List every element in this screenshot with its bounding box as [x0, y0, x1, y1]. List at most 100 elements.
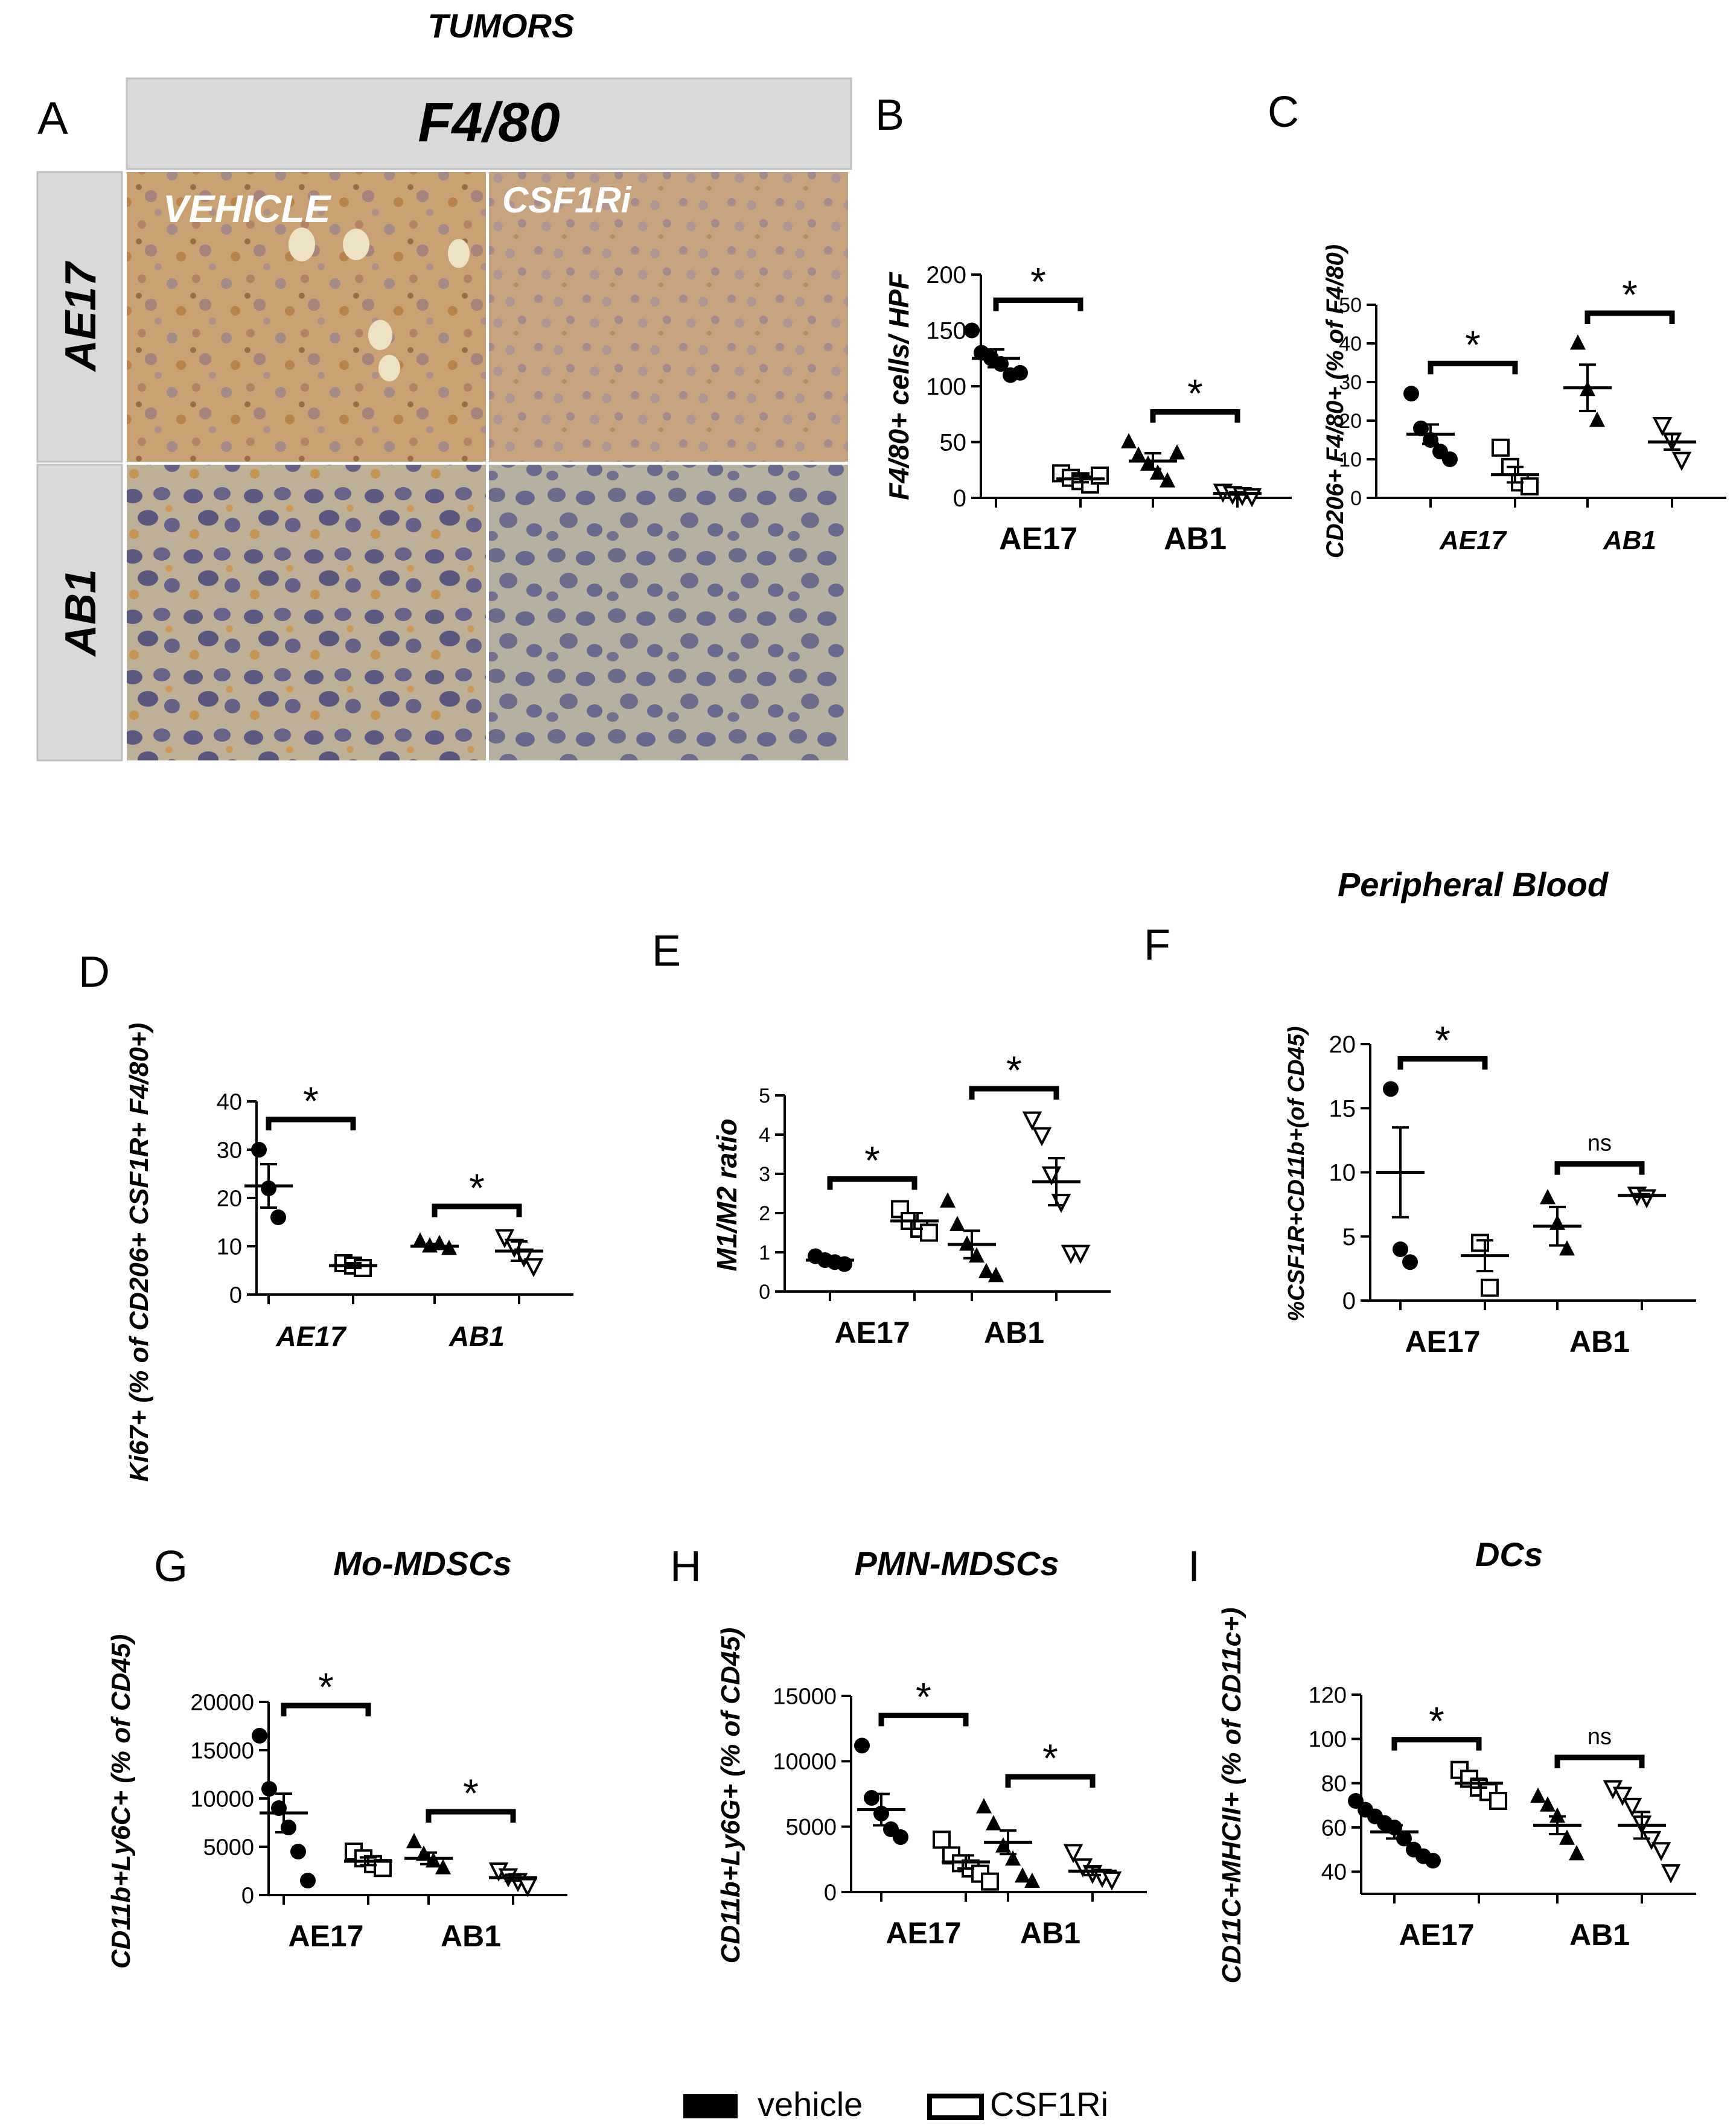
legend-vehicle-swatch: [683, 2094, 738, 2118]
chart-e-data-point: [1022, 1111, 1042, 1131]
chart-e-x-category-label: AB1: [984, 1316, 1044, 1349]
chart-panel-d: D 0 10 20 30 40 AE17 AB1 Ki67+ (% of CD206+ CSF1…: [78, 948, 573, 1482]
chart-g-data-point: [517, 1878, 538, 1897]
chart-i-y-tick-label: 120: [1309, 1683, 1347, 1708]
ihc-image-ae17-csf1ri: [489, 172, 848, 462]
chart-c-x-category-label: AB1: [1603, 526, 1656, 555]
chart-i-y-label: CD11C+MHCII+ (% of CD11c+): [1217, 1607, 1246, 1983]
chart-c-group-ae17-csf1ri: [1491, 438, 1539, 495]
panel-h-letter: H: [670, 1543, 701, 1591]
chart-d-significance-bracket: [432, 1203, 522, 1217]
chart-g-significance-label: *: [463, 1771, 479, 1815]
chart-c-y-tick-label: 30: [1339, 371, 1362, 394]
legend: vehicle CSF1Ri: [683, 2085, 1108, 2123]
chart-f-y-tick-label: 10: [1329, 1160, 1356, 1187]
chart-i-y-tick-label: 100: [1309, 1727, 1347, 1753]
chart-f-significance-label: ns: [1588, 1131, 1612, 1156]
chart-c-data-point: [1652, 417, 1673, 436]
chart-g-group-ae17-csf1ri: [344, 1843, 392, 1878]
chart-e-data-point: [988, 1267, 1004, 1282]
chart-i-data-point: [1661, 1864, 1681, 1884]
chart-b-y-tick-label: 100: [926, 374, 966, 400]
chart-c-data-point: [1589, 412, 1605, 427]
chart-i-significance-label: *: [1429, 1699, 1444, 1744]
chart-e-x-category-label: AE17: [834, 1316, 910, 1349]
chart-e-y-tick-label: 1: [759, 1241, 770, 1264]
chart-g-y-label: CD11b+Ly6C+ (% of CD45): [106, 1634, 136, 1969]
chart-e-data-point: [949, 1215, 965, 1231]
chart-i-x-category-label: AE17: [1399, 1918, 1474, 1952]
chart-i-data-point: [1396, 1830, 1412, 1847]
chart-h-data-point: [1015, 1867, 1030, 1883]
chart-panel-h: H PMN-MDSCs 0 5000 10000 15000 AE17 AB1 CD11b+Ly…: [670, 1543, 1147, 1963]
chart-c-significance-bracket: [1428, 360, 1518, 375]
chart-h-data-point: [893, 1829, 908, 1845]
chart-h-group-ae17-csf1ri: [933, 1830, 999, 1891]
chart-f-significance-label: *: [1435, 1018, 1450, 1062]
chart-h-data-point: [1024, 1872, 1040, 1888]
chart-b-y-tick-label: 0: [953, 485, 966, 512]
ihc-image-ae17-vehicle: [127, 172, 486, 462]
chart-e-y-label: M1/M2 ratio: [711, 1118, 742, 1271]
chart-d-y-tick-label: 20: [217, 1186, 242, 1211]
chart-c-data-point: [1570, 334, 1586, 350]
chart-h-title: PMN-MDSCs: [854, 1544, 1059, 1582]
chart-d-x-category-label: AB1: [448, 1320, 505, 1352]
chart-b-significance-bracket: [1150, 409, 1240, 423]
chart-i-y-tick-label: 40: [1321, 1860, 1347, 1885]
chart-g-significance-bracket: [281, 1703, 371, 1716]
chart-i-data-point: [1425, 1853, 1441, 1868]
chart-h-data-point: [933, 1830, 951, 1849]
panel-a-header-bar: [126, 77, 852, 170]
chart-d-data-point: [251, 1142, 267, 1158]
chart-h-significance-bracket: [1005, 1774, 1096, 1788]
ihc-ae17-vehicle-vacuoles: [289, 228, 470, 381]
chart-h-y-tick-label: 5000: [785, 1815, 837, 1840]
chart-g-y-tick-label: 0: [241, 1883, 254, 1908]
chart-h-y-tick-label: 0: [824, 1880, 837, 1905]
chart-h-y-tick-label: 15000: [773, 1684, 837, 1709]
chart-b-data-point: [964, 322, 980, 339]
chart-g-significance-label: *: [318, 1664, 334, 1709]
chart-d-data-point: [494, 1229, 515, 1249]
chart-c-x-category-label: AE17: [1439, 526, 1508, 555]
chart-f-group-ae17-csf1ri: [1461, 1234, 1509, 1297]
chart-g-y-tick-label: 20000: [190, 1690, 254, 1715]
chart-e-y-tick-label: 2: [759, 1202, 770, 1225]
panel-a-letter: A: [37, 93, 68, 144]
chart-h-group-ab1-csf1ri: [1063, 1844, 1122, 1891]
chart-e-y-tick-label: 0: [759, 1281, 770, 1304]
chart-c-data-point: [1521, 477, 1539, 495]
chart-f-y-label: %CSF1R+CD11b+(of CD45): [1284, 1026, 1309, 1321]
chart-g-x-category-label: AB1: [441, 1919, 501, 1953]
chart-b-significance-bracket: [993, 298, 1083, 311]
panel-d-letter: D: [78, 948, 110, 996]
chart-f-data-point: [1383, 1081, 1399, 1097]
chart-d-y-label: Ki67+ (% of CD206+ CSF1R+ F4/80+): [124, 1023, 154, 1482]
chart-e-y-tick-label: 5: [759, 1085, 770, 1107]
chart-b-x-category-label: AB1: [1164, 521, 1227, 556]
chart-g-data-point: [300, 1873, 316, 1888]
chart-i-significance-label: ns: [1588, 1724, 1612, 1750]
chart-e-group-ab1-vehicle: [940, 1192, 1004, 1282]
chart-d-y-tick-label: 40: [217, 1089, 242, 1115]
chart-e-data-point: [837, 1256, 852, 1272]
chart-b-group-ab1-vehicle: [1121, 433, 1185, 488]
chart-b-y-label: F4/80+ cells/ HPF: [883, 272, 914, 500]
chart-f-y-tick-label: 5: [1342, 1224, 1356, 1250]
chart-i-group-ae17-vehicle: [1348, 1793, 1441, 1868]
chart-c-y-tick-label: 20: [1339, 410, 1362, 433]
row-label-ae17-bar: [36, 171, 123, 463]
chart-f-title: Peripheral Blood: [1338, 865, 1609, 903]
chart-f-significance-bracket: [1397, 1056, 1488, 1070]
chart-c-significance-label: *: [1465, 322, 1481, 367]
chart-c-significance-label: *: [1622, 272, 1638, 317]
chart-f-significance-bracket: [1554, 1161, 1645, 1175]
panel-c-letter: C: [1268, 88, 1299, 136]
chart-g-data-point: [261, 1781, 277, 1797]
chart-e-data-point: [891, 1200, 909, 1219]
chart-i-title: DCs: [1475, 1535, 1543, 1573]
chart-h-y-tick-label: 10000: [773, 1750, 837, 1775]
chart-c-y-tick-label: 0: [1350, 487, 1362, 510]
